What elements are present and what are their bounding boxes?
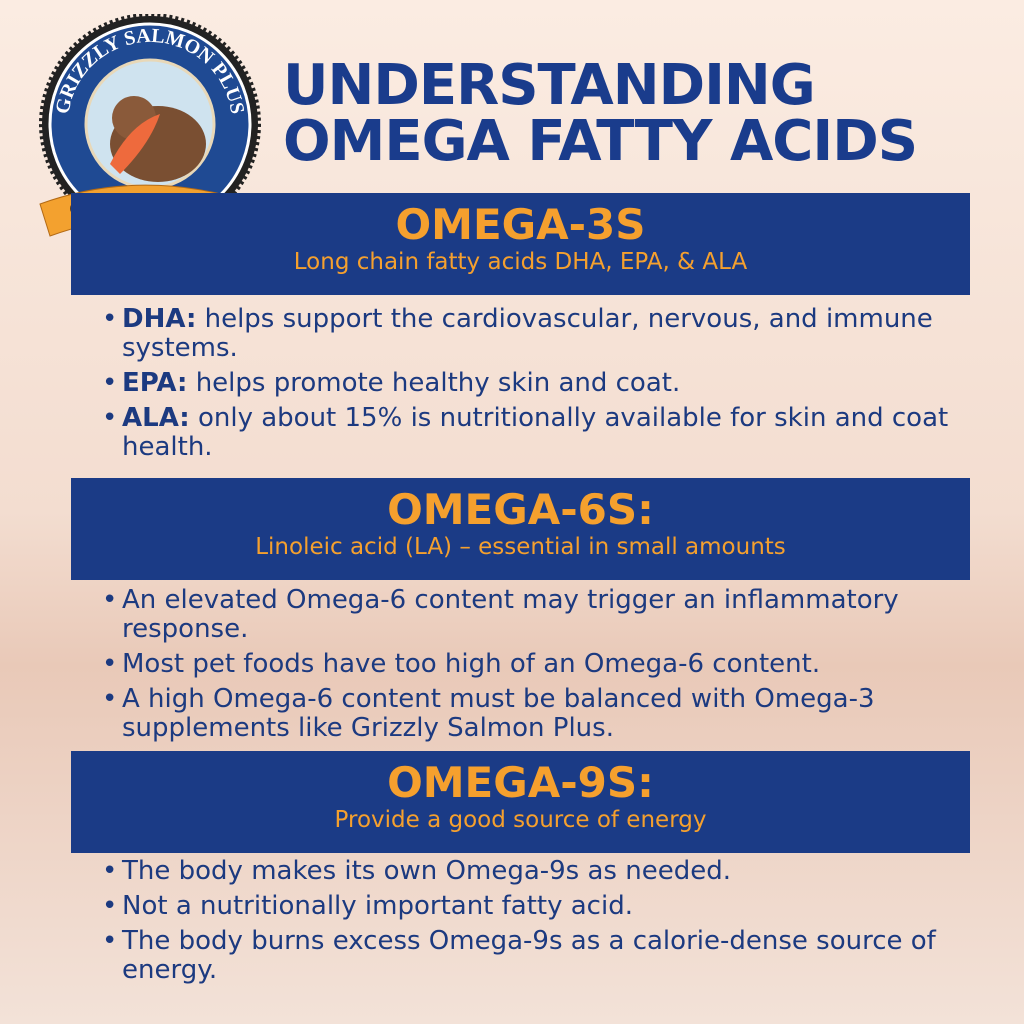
page-title: UNDERSTANDING OMEGA FATTY ACIDS: [283, 53, 918, 174]
list-item: Not a nutritionally important fatty acid…: [102, 892, 982, 922]
section-subheading: Linoleic acid (LA) – essential in small …: [255, 534, 786, 560]
term: EPA:: [122, 368, 188, 398]
list-item: ALA: only about 15% is nutritionally ava…: [102, 404, 982, 462]
omega-9-list: The body makes its own Omega-9s as neede…: [102, 857, 982, 991]
list-item: The body burns excess Omega-9s as a calo…: [102, 927, 982, 985]
section-heading: OMEGA-6S:: [387, 485, 654, 534]
omega-3-list: DHA: helps support the cardiovascular, n…: [102, 305, 982, 468]
list-item: The body makes its own Omega-9s as neede…: [102, 857, 982, 887]
section-heading: OMEGA-3S: [395, 200, 646, 249]
section-subheading: Long chain fatty acids DHA, EPA, & ALA: [293, 249, 748, 275]
term: ALA:: [122, 403, 190, 433]
omega-9-banner: OMEGA-9S: Provide a good source of energ…: [71, 751, 970, 853]
list-item: EPA: helps promote healthy skin and coat…: [102, 368, 982, 399]
list-item: An elevated Omega-6 content may trigger …: [102, 586, 982, 644]
bullet-text: only about 15% is nutritionally availabl…: [122, 403, 949, 462]
title-line-1: UNDERSTANDING: [283, 53, 816, 118]
section-heading: OMEGA-9S:: [387, 758, 654, 807]
omega-3-banner: OMEGA-3S Long chain fatty acids DHA, EPA…: [71, 193, 970, 295]
bullet-text: helps support the cardiovascular, nervou…: [122, 304, 933, 363]
term: DHA:: [122, 304, 197, 334]
list-item: DHA: helps support the cardiovascular, n…: [102, 305, 982, 363]
list-item: A high Omega-6 content must be balanced …: [102, 685, 982, 743]
omega-6-banner: OMEGA-6S: Linoleic acid (LA) – essential…: [71, 478, 970, 580]
list-item: Most pet foods have too high of an Omega…: [102, 650, 982, 680]
omega-6-list: An elevated Omega-6 content may trigger …: [102, 586, 982, 749]
section-subheading: Provide a good source of energy: [334, 807, 707, 833]
bullet-text: helps promote healthy skin and coat.: [187, 368, 681, 398]
salmon-icon: [110, 114, 160, 174]
title-line-2: OMEGA FATTY ACIDS: [283, 109, 918, 174]
